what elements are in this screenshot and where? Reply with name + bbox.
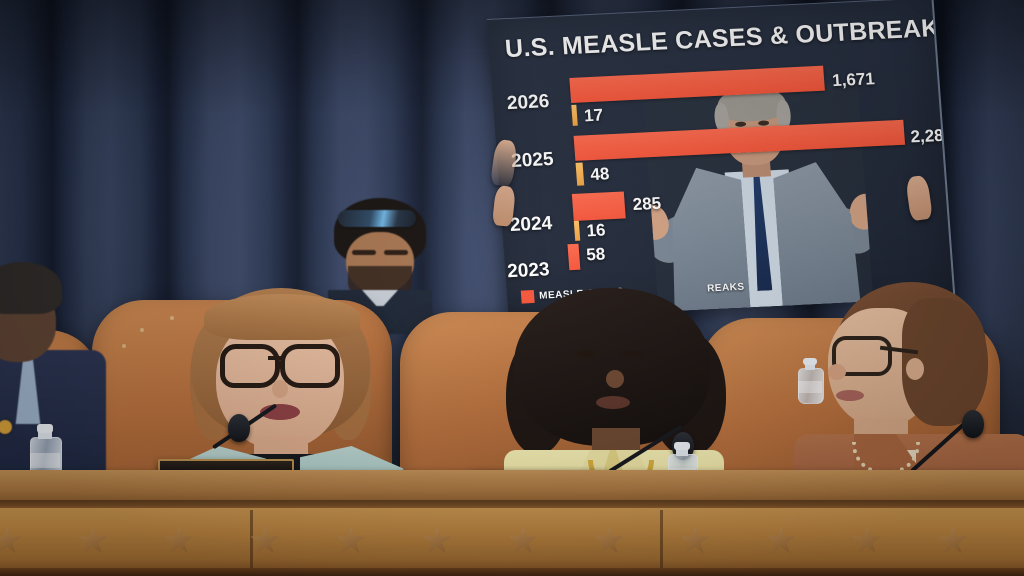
panel-seam — [250, 510, 253, 572]
axis-tick-2025: 2025 — [510, 148, 555, 172]
axis-tick-2023: 2023 — [506, 259, 551, 283]
eyeglasses-icon-right — [280, 344, 340, 388]
delbene-ear — [906, 358, 924, 380]
dais-base-shadow — [0, 568, 1024, 576]
delbene-nose — [828, 364, 846, 380]
sanchez-nose — [272, 380, 288, 398]
poster-board: U.S. MEASLE CASES & OUTBREAKS — [486, 0, 956, 320]
dais-edge — [0, 500, 1024, 510]
delbene-mouth — [836, 390, 864, 401]
value-cases-2025: 2,286 — [909, 125, 954, 147]
value-outbreaks-2024: 16 — [585, 220, 607, 241]
chart-row-2024: 2024 285 16 — [500, 172, 945, 241]
mic-head-icon — [962, 410, 984, 438]
sewell-nose — [606, 370, 624, 388]
bar-cases-2026 — [569, 65, 825, 103]
sunglasses-icon — [338, 210, 416, 227]
chart-row-2025: 2025 2,286 48 — [495, 112, 954, 186]
lapel-pin-icon — [0, 420, 12, 434]
panel-seam — [660, 510, 663, 572]
axis-tick-2026: 2026 — [506, 91, 551, 115]
bar-cases-2025 — [573, 119, 906, 161]
bottle-cap — [674, 442, 690, 451]
value-cases-2023: 58 — [585, 244, 606, 265]
axis-tick-2024: 2024 — [509, 213, 553, 237]
bar-outbreaks-2026 — [571, 104, 578, 126]
bar-cases-2024 — [571, 191, 626, 221]
staffer-brow-right — [384, 250, 408, 255]
water-bottle-right — [798, 358, 824, 404]
bar-cases-2023 — [567, 243, 581, 271]
value-outbreaks-2026: 17 — [583, 105, 604, 126]
bar-outbreaks-2025 — [575, 162, 585, 186]
bottle-neck — [38, 432, 52, 440]
sanchez-bangs — [204, 294, 360, 340]
bottle-neck — [675, 449, 689, 456]
eyeglasses-icon — [832, 336, 892, 376]
chart-row-2023: 2023 58 — [504, 226, 949, 282]
dais-desktop — [0, 470, 1024, 504]
bottle-label — [30, 453, 60, 469]
eyeglasses-icon-left — [220, 344, 280, 388]
dais-front-panel — [0, 508, 1024, 576]
eyeglasses-bridge — [268, 356, 284, 360]
bottle-label — [798, 381, 822, 393]
sewell-mouth — [596, 396, 630, 409]
staffer-brow-left — [352, 250, 376, 255]
value-cases-2024: 285 — [632, 193, 662, 215]
background-staffer — [320, 198, 440, 334]
sewell-hair — [514, 288, 710, 446]
bottle-cap — [803, 358, 817, 366]
bottle-neck — [804, 364, 816, 370]
bottle-cap — [36, 424, 54, 434]
partial-member-hair — [0, 262, 62, 314]
chart-plot-area: 2026 1,671 17 2025 2,286 48 2024 — [491, 54, 954, 290]
sewell-eye-left — [576, 350, 598, 358]
value-cases-2026: 1,671 — [831, 69, 876, 91]
sewell-eye-right — [622, 350, 644, 358]
mic-head-icon — [228, 414, 250, 442]
value-outbreaks-2025: 48 — [589, 164, 611, 185]
bar-outbreaks-2024 — [573, 220, 581, 241]
